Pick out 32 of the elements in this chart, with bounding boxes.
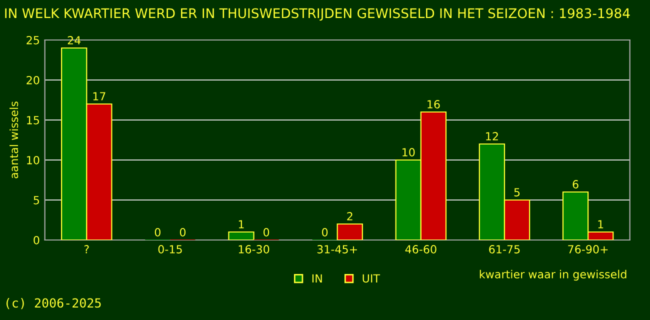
data-label: 0 — [154, 228, 160, 236]
x-tick-label: 31-45+ — [317, 245, 357, 254]
data-label: 0 — [264, 228, 270, 236]
data-label: 5 — [514, 188, 520, 196]
x-axis-title: kwartier waar in gewisseld — [480, 270, 626, 281]
data-label: 6 — [572, 180, 578, 188]
y-tick-label: 0 — [34, 236, 40, 244]
x-tick-label: 61-75 — [489, 245, 520, 254]
y-tick-label: 15 — [27, 116, 40, 124]
y-tick-label: 25 — [26, 36, 40, 44]
x-tick-label: 76-90+ — [568, 245, 608, 254]
y-tick-label: 10 — [27, 156, 40, 164]
data-label: 2 — [347, 212, 352, 220]
data-label: 16 — [428, 100, 440, 108]
data-label: 17 — [93, 92, 106, 100]
data-label: 10 — [402, 148, 415, 156]
y-tick-label: 20 — [26, 76, 40, 84]
legend-label: IN — [312, 274, 322, 282]
text: (c) 2006-2025 — [6, 298, 101, 310]
data-label: 12 — [486, 132, 498, 140]
y-tick-label: 5 — [34, 196, 40, 204]
x-tick-label: 16-30 — [238, 245, 270, 254]
x-tick-label: 46-60 — [405, 245, 436, 254]
data-label: 0 — [180, 228, 186, 236]
chart-title: IN WELK KWARTIER WERD ER IN THUISWEDSTRIJDEN GEWISSELD IN HET SEIZOEN : 1983-1984 — [5, 8, 630, 21]
x-tick-label: 0-15 — [158, 245, 182, 254]
data-label: 0 — [322, 228, 328, 236]
x-tick-label: ? — [84, 245, 89, 254]
data-label: 1 — [238, 220, 244, 228]
legend-label: UIT — [362, 274, 380, 283]
data-label: 1 — [598, 220, 604, 228]
y-axis-title: aantal wissels — [10, 102, 18, 178]
